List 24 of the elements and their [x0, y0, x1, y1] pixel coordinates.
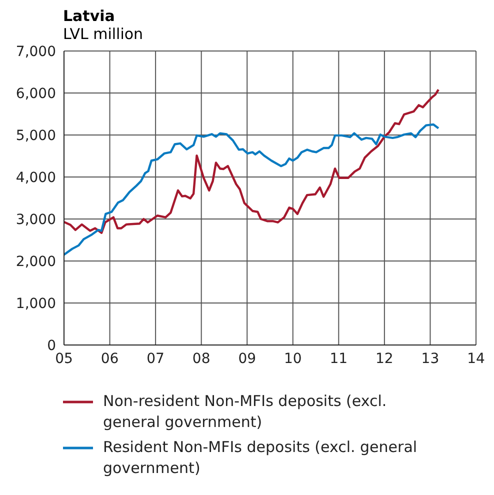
chart-title: Latvia: [62, 7, 116, 25]
y-tick-label: 6,000: [16, 86, 56, 102]
x-tick-label: 13: [421, 350, 440, 367]
y-tick-label: 7,000: [16, 44, 56, 60]
chart-subtitle: LVL million: [62, 25, 144, 43]
line-series: [64, 88, 440, 234]
x-tick-label: 10: [284, 350, 302, 367]
x-tick-label: 09: [238, 350, 256, 367]
x-tick-label: 07: [146, 350, 164, 367]
y-tick-label: 1,000: [16, 296, 56, 312]
line-series: [64, 123, 440, 256]
y-tick-label: 4,000: [16, 170, 56, 186]
y-tick-label: 0: [47, 338, 56, 354]
x-tick-label: 11: [330, 350, 348, 367]
y-tick-label: 5,000: [16, 128, 56, 144]
legend-label: Non-resident Non-MFIs deposits (excl. general government): [103, 391, 388, 433]
y-tick-label: 2,000: [16, 254, 56, 270]
y-tick-label: 3,000: [16, 212, 56, 228]
x-tick-label: 08: [192, 350, 210, 367]
x-tick-label: 14: [467, 350, 485, 367]
x-tick-label: 12: [376, 350, 394, 367]
legend-label: Resident Non-MFIs deposits (excl. general government): [103, 437, 418, 479]
x-tick-label: 06: [100, 350, 119, 367]
x-tick-label: 05: [55, 350, 73, 367]
